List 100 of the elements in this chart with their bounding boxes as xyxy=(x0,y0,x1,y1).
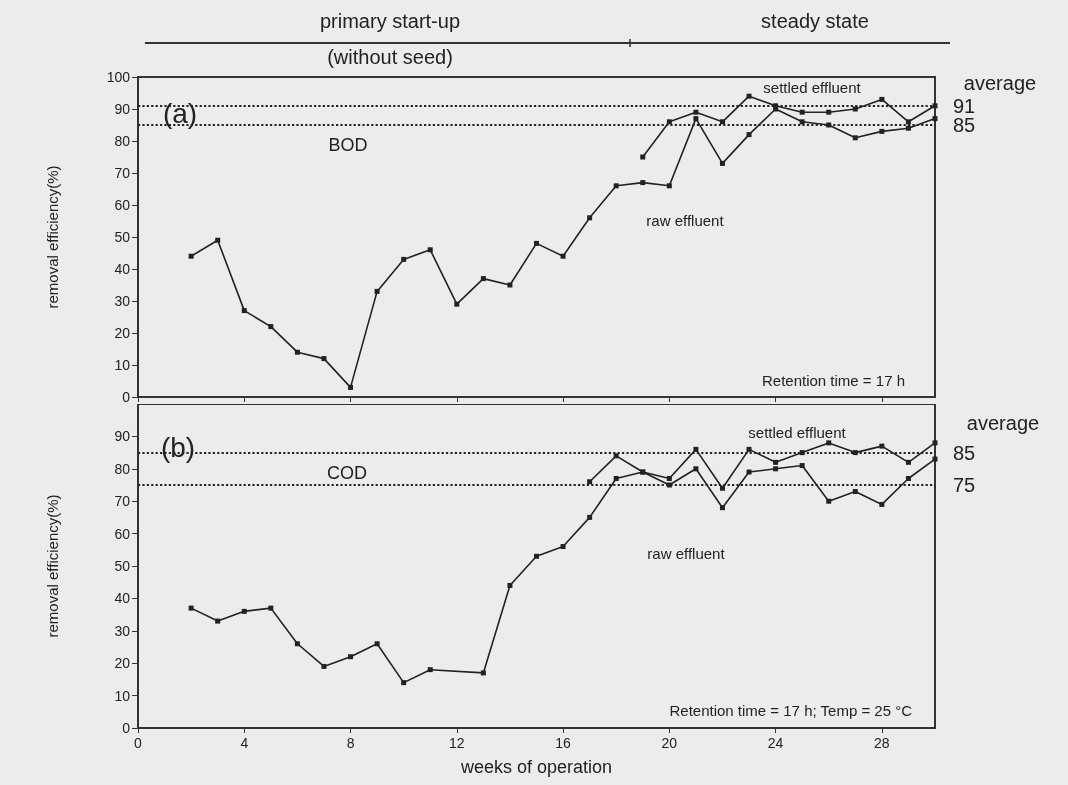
y-tick-label: 80 xyxy=(114,460,131,477)
point xyxy=(613,453,619,459)
point xyxy=(374,288,380,294)
point xyxy=(693,109,699,115)
point xyxy=(241,308,247,314)
point xyxy=(241,608,247,614)
point xyxy=(879,128,885,134)
y-tick-label: 10 xyxy=(114,687,131,704)
y-axis-title: removal efficiency(%) xyxy=(44,165,61,309)
text: steady state xyxy=(761,10,869,32)
annotation: (a) xyxy=(162,97,198,129)
point xyxy=(693,446,699,452)
point xyxy=(799,109,805,115)
point xyxy=(746,469,752,475)
y-tick-label: 40 xyxy=(114,261,131,277)
y-axis-title: removal efficiency(%) xyxy=(44,494,61,638)
point xyxy=(480,670,486,676)
annotation: COD xyxy=(327,463,367,483)
point xyxy=(826,498,832,504)
point xyxy=(587,479,593,485)
point xyxy=(746,93,752,99)
ref-line-label: 75 xyxy=(953,474,976,496)
point xyxy=(640,180,646,186)
point xyxy=(613,476,619,482)
point xyxy=(427,667,433,673)
point xyxy=(719,160,725,166)
ref-line-label: 85 xyxy=(953,114,976,136)
point xyxy=(534,240,539,246)
point xyxy=(932,456,938,462)
x-tick-label: 0 xyxy=(134,735,143,751)
point xyxy=(932,103,938,109)
x-tick-label: 12 xyxy=(449,735,465,751)
point xyxy=(268,605,274,611)
point xyxy=(587,514,593,520)
y-tick-label: 50 xyxy=(114,558,131,574)
point xyxy=(640,154,646,160)
series-label: raw effluent xyxy=(646,211,725,229)
text: raw effluent xyxy=(647,544,726,562)
point xyxy=(719,485,725,491)
point xyxy=(932,116,938,122)
point xyxy=(879,501,885,507)
point xyxy=(826,109,832,115)
point xyxy=(666,476,672,482)
y-tick-label: 90 xyxy=(114,428,131,445)
point xyxy=(507,582,513,588)
point xyxy=(215,237,221,243)
point xyxy=(348,654,354,660)
point xyxy=(852,488,858,494)
y-tick-label: 0 xyxy=(122,389,131,405)
point xyxy=(348,384,354,390)
x-tick-label: 8 xyxy=(346,735,355,751)
point xyxy=(905,476,911,482)
point xyxy=(454,301,460,307)
y-tick-label: 0 xyxy=(122,720,131,736)
text: average xyxy=(963,72,1037,94)
point xyxy=(773,459,779,465)
x-tick-label: 20 xyxy=(661,735,678,751)
point xyxy=(746,446,752,452)
point xyxy=(560,253,566,259)
point xyxy=(401,680,407,686)
y-tick-label: 20 xyxy=(114,655,131,672)
point xyxy=(321,663,327,669)
annotation: BOD xyxy=(328,135,368,155)
point xyxy=(932,440,938,446)
point xyxy=(215,618,221,624)
point xyxy=(852,106,858,112)
point xyxy=(905,119,911,125)
point xyxy=(905,459,911,465)
point xyxy=(268,324,274,330)
point xyxy=(666,119,672,125)
point xyxy=(826,440,832,446)
point xyxy=(719,119,725,125)
y-tick-label: 80 xyxy=(114,133,131,149)
point xyxy=(294,641,300,647)
point xyxy=(852,135,858,141)
point xyxy=(480,276,486,282)
ref-line-label: 91 xyxy=(953,94,976,117)
y-tick-label: 100 xyxy=(106,69,131,85)
annotation: (b) xyxy=(160,431,196,463)
point xyxy=(799,463,805,469)
y-tick-label: 30 xyxy=(114,622,131,639)
text: average xyxy=(966,412,1040,434)
y-tick-label: 50 xyxy=(114,229,131,245)
y-tick-label: 90 xyxy=(114,101,131,117)
series-label: settled effluent xyxy=(763,78,862,96)
y-tick-label: 60 xyxy=(114,525,131,542)
x-tick-label: 28 xyxy=(874,735,890,751)
point xyxy=(507,282,513,288)
point xyxy=(294,349,300,355)
point xyxy=(879,443,885,449)
annotation: Retention time = 17 h xyxy=(761,371,905,389)
point xyxy=(374,641,380,647)
point xyxy=(401,256,407,262)
point xyxy=(587,215,593,221)
ref-line-label: 85 xyxy=(953,441,976,464)
point xyxy=(773,466,779,472)
point xyxy=(746,132,752,138)
point xyxy=(188,253,194,259)
series-label: settled effluent xyxy=(748,423,847,441)
x-tick-label: 4 xyxy=(240,735,249,751)
